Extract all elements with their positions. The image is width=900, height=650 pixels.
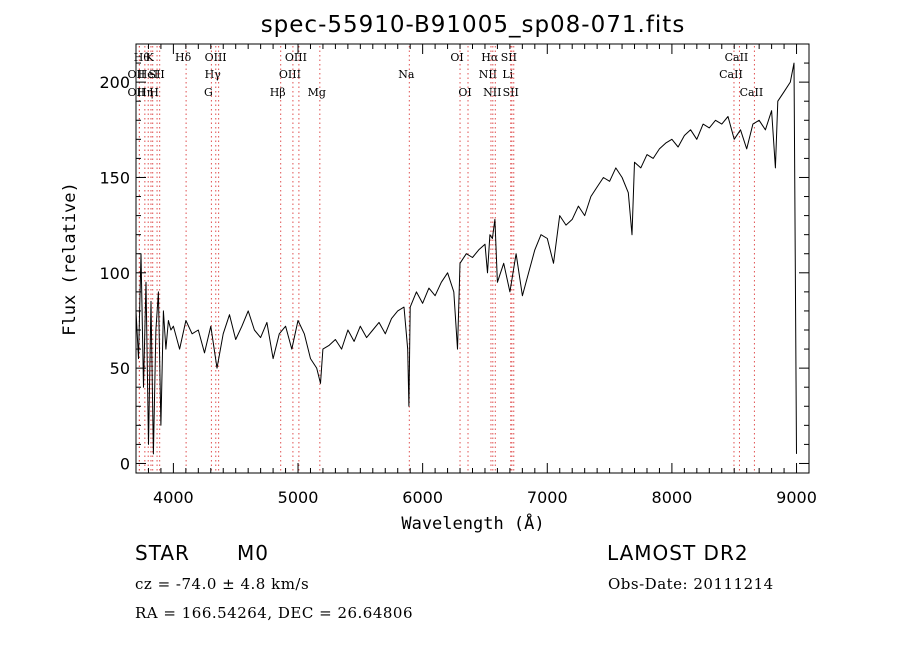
y-tick-label: 200 — [99, 73, 130, 92]
x-tick-label: 8000 — [652, 488, 693, 507]
line-label-6: H — [149, 86, 159, 99]
line-label-22: Li — [502, 68, 513, 81]
line-label-0: Hθ — [134, 51, 151, 64]
line-label-7: SII — [149, 68, 165, 81]
y-tick-label: 50 — [110, 359, 130, 378]
redshift-text: cz = -74.0 ± 4.8 km/s — [135, 575, 310, 593]
plot-frame — [135, 43, 810, 474]
chart-title: spec-55910-B91005_sp08-071.fits — [261, 12, 686, 38]
object-class: STAR — [135, 541, 190, 565]
line-label-14: OIII — [285, 51, 307, 64]
object-subclass: M0 — [237, 541, 269, 565]
y-tick-label: 150 — [99, 168, 130, 187]
x-axis-label: Wavelength (Å) — [401, 512, 544, 534]
x-tick-label: 7000 — [527, 488, 568, 507]
line-label-15: Mg — [308, 86, 326, 99]
line-label-18: OI — [458, 86, 471, 99]
x-tick-label: 4000 — [153, 488, 194, 507]
spectrum-series-0 — [135, 62, 797, 455]
line-label-12: Hβ — [270, 86, 286, 99]
line-label-23: SII — [501, 51, 517, 64]
line-label-19: NII — [479, 68, 497, 81]
line-label-10: OIII — [205, 51, 227, 64]
line-label-24: SII — [503, 86, 519, 99]
line-label-5: K — [146, 51, 155, 64]
x-tick-label: 6000 — [402, 488, 443, 507]
line-label-3: Hη — [137, 86, 153, 99]
survey-name: LAMOST DR2 — [607, 541, 749, 565]
line-label-20: Hα — [481, 51, 499, 64]
line-label-17: OI — [450, 51, 463, 64]
line-label-25: CaII — [719, 68, 743, 81]
obs-date: Obs-Date: 20111214 — [608, 575, 774, 593]
line-label-26: CaII — [725, 51, 749, 64]
y-tick-label: 100 — [99, 264, 130, 283]
x-tick-label: 9000 — [776, 488, 817, 507]
x-tick-label: 5000 — [278, 488, 319, 507]
line-label-13: OIII — [279, 68, 301, 81]
y-tick-label: 0 — [120, 454, 130, 473]
y-axis-label: Flux (relative) — [60, 182, 80, 336]
line-label-11: G — [204, 86, 213, 99]
coordinates: RA = 166.54264, DEC = 26.64806 — [135, 604, 414, 622]
line-label-21: NII — [483, 86, 501, 99]
line-label-9: Hγ — [205, 68, 222, 81]
line-label-16: Na — [398, 68, 415, 81]
line-label-27: CaII — [740, 86, 764, 99]
line-label-8: Hδ — [175, 51, 192, 64]
